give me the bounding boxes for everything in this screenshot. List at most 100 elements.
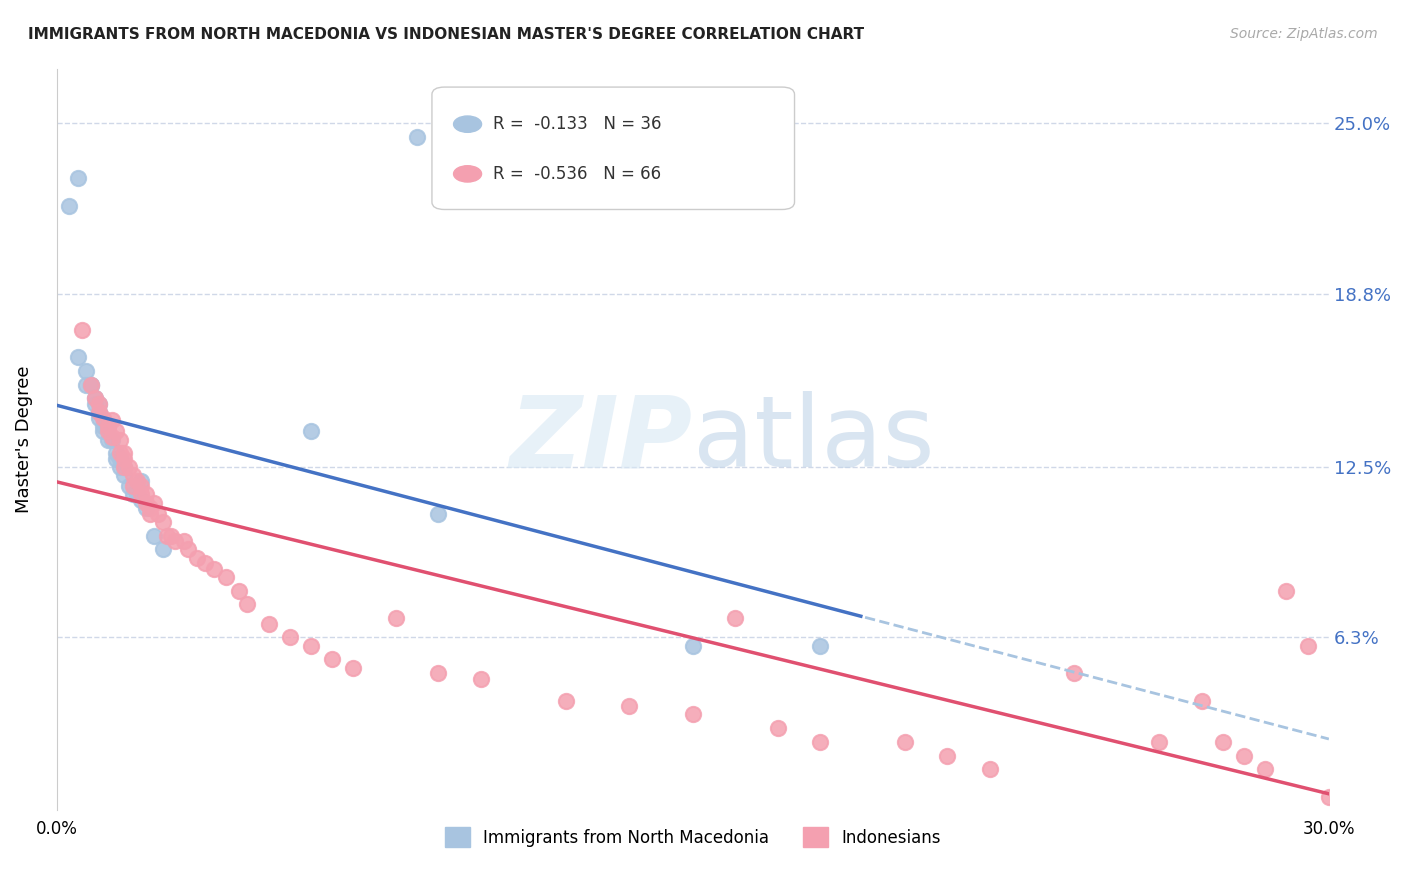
Point — [131, 487, 153, 501]
Point — [1254, 762, 1277, 776]
Point — [152, 515, 174, 529]
Point — [66, 350, 89, 364]
Point — [766, 721, 789, 735]
Point — [682, 707, 704, 722]
Point — [808, 639, 831, 653]
Point — [79, 377, 101, 392]
Text: R =  -0.133   N = 36: R = -0.133 N = 36 — [494, 115, 661, 133]
Point — [406, 130, 429, 145]
Point — [321, 652, 343, 666]
Point — [91, 418, 114, 433]
Point — [110, 460, 132, 475]
Point — [278, 631, 301, 645]
Point — [1233, 748, 1256, 763]
Point — [1149, 735, 1171, 749]
Point — [91, 424, 114, 438]
Point — [79, 377, 101, 392]
Y-axis label: Master's Degree: Master's Degree — [15, 366, 32, 513]
Text: R =  -0.536   N = 66: R = -0.536 N = 66 — [494, 165, 661, 183]
Point — [165, 534, 187, 549]
Point — [104, 446, 127, 460]
Point — [894, 735, 917, 749]
Point — [979, 762, 1001, 776]
Point — [173, 534, 195, 549]
Point — [385, 611, 408, 625]
Point — [160, 529, 183, 543]
Point — [427, 666, 450, 681]
Point — [1063, 666, 1085, 681]
Point — [148, 507, 170, 521]
Point — [87, 410, 110, 425]
Point — [682, 639, 704, 653]
Point — [342, 660, 364, 674]
Point — [87, 405, 110, 419]
Point — [127, 487, 149, 501]
Point — [236, 598, 259, 612]
Text: IMMIGRANTS FROM NORTH MACEDONIA VS INDONESIAN MASTER'S DEGREE CORRELATION CHART: IMMIGRANTS FROM NORTH MACEDONIA VS INDON… — [28, 27, 865, 42]
Point — [83, 392, 105, 406]
Point — [131, 474, 153, 488]
Point — [114, 460, 136, 475]
Point — [114, 468, 136, 483]
Point — [58, 199, 80, 213]
Point — [724, 611, 747, 625]
Point — [91, 410, 114, 425]
Point — [135, 501, 157, 516]
Point — [215, 570, 238, 584]
Point — [75, 377, 97, 392]
Point — [70, 322, 93, 336]
Point — [143, 496, 166, 510]
Circle shape — [454, 116, 481, 132]
Point — [100, 433, 122, 447]
Point — [127, 474, 149, 488]
Point — [96, 424, 118, 438]
Point — [156, 529, 179, 543]
Point — [139, 507, 162, 521]
Point — [1212, 735, 1234, 749]
Point — [152, 542, 174, 557]
Point — [135, 487, 157, 501]
Point — [202, 562, 225, 576]
Point — [299, 639, 322, 653]
FancyBboxPatch shape — [432, 87, 794, 210]
Point — [87, 405, 110, 419]
Point — [114, 460, 136, 475]
Point — [118, 479, 141, 493]
Point — [554, 693, 576, 707]
Point — [1191, 693, 1213, 707]
Point — [96, 418, 118, 433]
Point — [299, 424, 322, 438]
Point — [131, 492, 153, 507]
Point — [66, 171, 89, 186]
Point — [96, 418, 118, 433]
Point — [257, 616, 280, 631]
Point — [194, 556, 217, 570]
Circle shape — [454, 166, 481, 182]
Legend: Immigrants from North Macedonia, Indonesians: Immigrants from North Macedonia, Indones… — [439, 821, 948, 855]
Point — [1275, 583, 1298, 598]
Point — [75, 364, 97, 378]
Point — [87, 397, 110, 411]
Point — [114, 451, 136, 466]
Point — [104, 451, 127, 466]
Point — [808, 735, 831, 749]
Point — [135, 496, 157, 510]
Point — [83, 397, 105, 411]
Point — [87, 397, 110, 411]
Point — [1317, 789, 1340, 804]
Point — [100, 430, 122, 444]
Point — [143, 529, 166, 543]
Point — [470, 672, 492, 686]
Point — [617, 699, 640, 714]
Point — [79, 377, 101, 392]
Point — [110, 433, 132, 447]
Point — [118, 460, 141, 475]
Text: Source: ZipAtlas.com: Source: ZipAtlas.com — [1230, 27, 1378, 41]
Point — [114, 446, 136, 460]
Point — [122, 468, 145, 483]
Point — [228, 583, 250, 598]
Point — [936, 748, 959, 763]
Point — [83, 392, 105, 406]
Point — [122, 487, 145, 501]
Text: ZIP: ZIP — [510, 391, 693, 488]
